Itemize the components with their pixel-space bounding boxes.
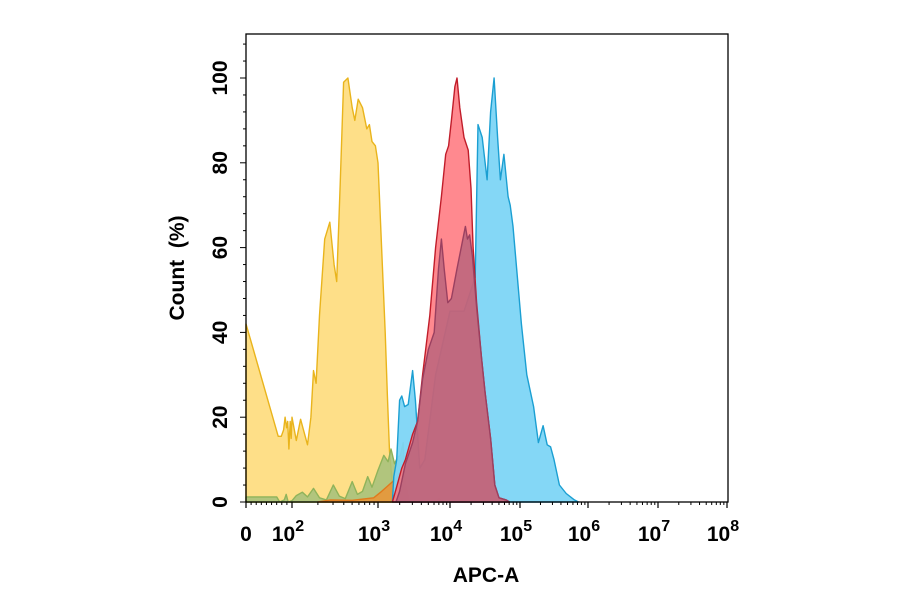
y-tick-label: 40 — [209, 321, 232, 344]
x-tick-label: 105 — [500, 518, 532, 546]
x-axis-title: APC-A — [453, 564, 520, 587]
plot-frame — [245, 33, 729, 503]
x-tick-label: 107 — [638, 518, 670, 546]
yellow-histogram — [245, 77, 396, 503]
y-tick-label: 100 — [209, 60, 232, 95]
y-axis: 0 20 40 60 80 100 — [209, 43, 246, 508]
y-axis-title: Count (%) — [166, 216, 189, 321]
green-histogram — [245, 441, 407, 503]
y-tick-label: 60 — [209, 236, 232, 259]
x-tick-label: 103 — [358, 518, 390, 546]
x-tick-label: 106 — [568, 518, 600, 546]
y-tick-label: 20 — [209, 406, 232, 429]
y-tick-label: 0 — [209, 496, 232, 508]
x-tick-label: 108 — [707, 518, 739, 546]
y-tick-label: 80 — [209, 151, 232, 174]
x-tick-label: 104 — [430, 518, 462, 546]
purple-overlap-histogram — [395, 225, 511, 503]
histogram-series-layer — [245, 77, 580, 503]
x-tick-label: 102 — [272, 518, 304, 546]
x-tick-label: 0 — [240, 523, 252, 546]
x-axis: 0 102 103 104 105 106 107 108 — [240, 502, 739, 546]
plot-border — [245, 33, 729, 503]
